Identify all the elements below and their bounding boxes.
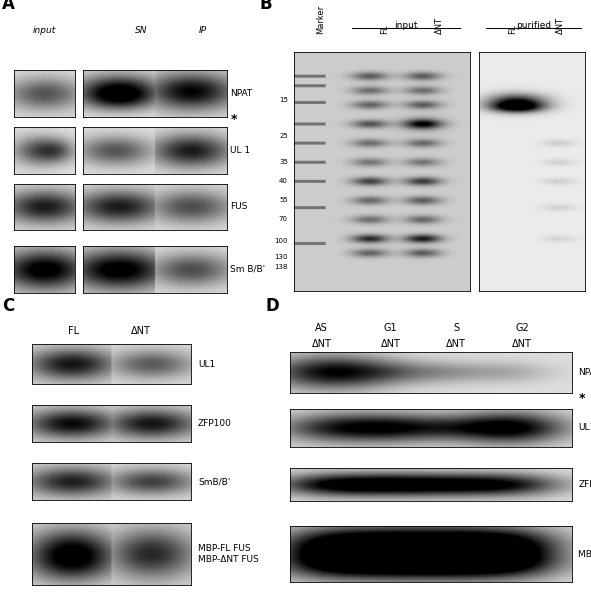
Text: ΔNT: ΔNT (446, 339, 466, 349)
Text: ΔNT: ΔNT (381, 339, 401, 349)
Text: AS: AS (315, 323, 328, 333)
Text: G1: G1 (384, 323, 397, 333)
Text: 55: 55 (279, 197, 288, 203)
Text: ΔNT: ΔNT (556, 17, 565, 34)
Text: ΔNT: ΔNT (131, 326, 151, 336)
Text: ΔNT: ΔNT (512, 339, 532, 349)
Text: 100: 100 (274, 238, 288, 243)
Text: *: * (579, 392, 585, 405)
Text: NPAT: NPAT (579, 368, 591, 377)
Text: Marker: Marker (317, 5, 326, 34)
Text: SN: SN (135, 26, 147, 34)
Text: 40: 40 (279, 178, 288, 184)
Text: UL1: UL1 (198, 360, 215, 369)
Text: ΔNT: ΔNT (311, 339, 332, 349)
Text: ΔNT: ΔNT (434, 17, 444, 34)
Text: input: input (33, 26, 56, 34)
Text: G2: G2 (515, 323, 529, 333)
Text: purified: purified (516, 22, 551, 30)
Text: UL1: UL1 (579, 423, 591, 432)
Text: FL: FL (69, 326, 79, 336)
Text: MBP-FL FUS
MBP-ΔNT FUS: MBP-FL FUS MBP-ΔNT FUS (198, 545, 259, 564)
Text: 25: 25 (279, 133, 288, 139)
Text: 35: 35 (279, 159, 288, 165)
Text: MBP-ΔNT FUS: MBP-ΔNT FUS (579, 549, 591, 559)
Text: *: * (230, 113, 237, 126)
Text: input: input (394, 22, 418, 30)
Text: SmB/B': SmB/B' (198, 477, 230, 487)
Text: B: B (259, 0, 272, 13)
Text: Sm B/B': Sm B/B' (230, 265, 265, 274)
Text: FL: FL (381, 25, 389, 34)
Text: C: C (2, 297, 14, 315)
Text: A: A (2, 0, 15, 13)
Text: IP: IP (199, 26, 207, 34)
Text: UL 1: UL 1 (230, 146, 251, 155)
Text: FUS: FUS (230, 203, 248, 211)
Text: NPAT: NPAT (230, 89, 252, 98)
Text: FL: FL (508, 25, 517, 34)
Text: D: D (265, 297, 279, 315)
Text: ZFP100: ZFP100 (579, 480, 591, 489)
Text: 15: 15 (279, 97, 288, 103)
Text: S: S (453, 323, 459, 333)
Text: 70: 70 (279, 216, 288, 222)
Text: 130: 130 (274, 254, 288, 260)
Text: 138: 138 (274, 264, 288, 270)
Text: ZFP100: ZFP100 (198, 419, 232, 428)
